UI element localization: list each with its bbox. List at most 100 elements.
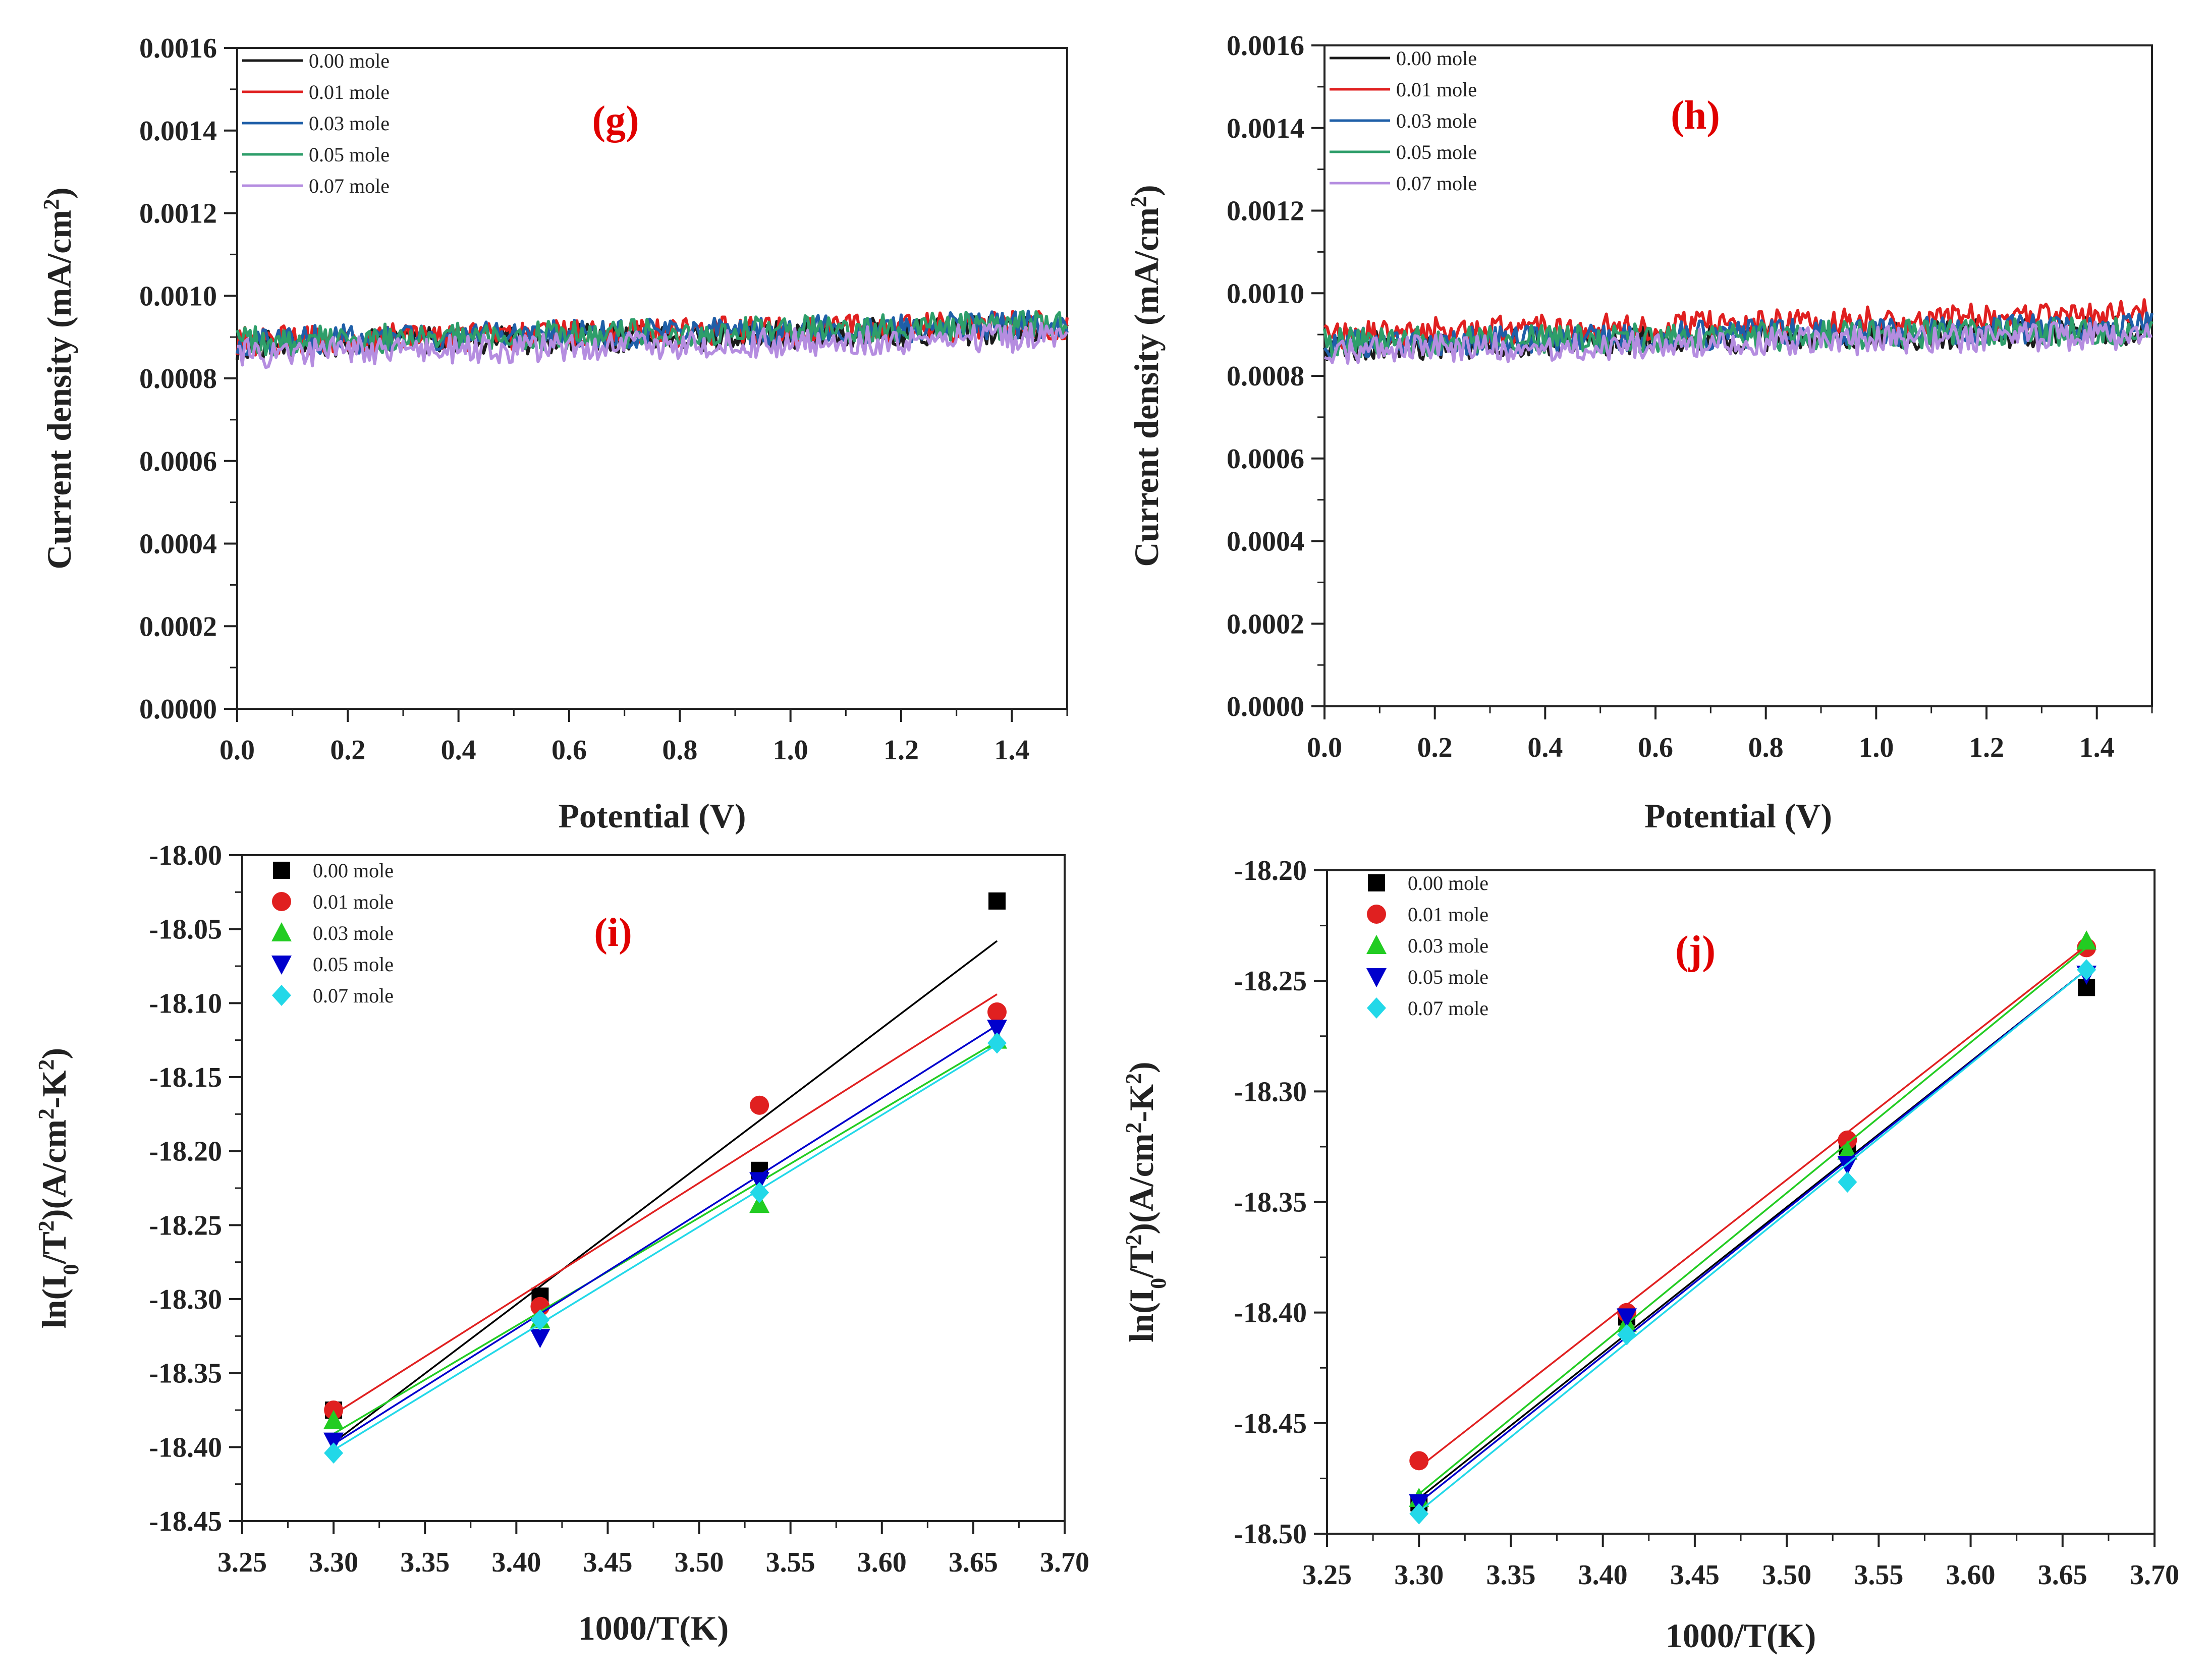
y-title-text: /T — [1122, 1246, 1161, 1278]
data-point — [530, 1329, 550, 1349]
x-tick-label: 0.0 — [219, 735, 255, 766]
y-title-text: -K — [35, 1070, 73, 1108]
x-tick-label: 0.0 — [1307, 732, 1342, 763]
y-tick-label: 0.0016 — [1227, 30, 1304, 62]
series-1 — [324, 993, 1007, 1420]
x-tick-label: 0.8 — [1748, 732, 1784, 763]
x-tick-label: 1.2 — [884, 735, 919, 766]
y-tick-label: 0.0006 — [139, 446, 217, 477]
x-axis: 0.0 0.2 0.4 0.6 0.8 1.0 1.2 1.4 — [219, 709, 1068, 766]
data-point — [749, 1194, 770, 1213]
y-tick-label: -18.45 — [1234, 1408, 1307, 1439]
x-axis-title: Potential (V) — [558, 797, 746, 835]
x-tick-label: 3.40 — [491, 1547, 541, 1578]
data-point — [750, 1095, 769, 1115]
legend-marker — [271, 922, 292, 941]
y-tick-label: 0.0002 — [1227, 608, 1304, 640]
y-tick-label: 0.0010 — [1227, 278, 1304, 309]
x-tick-label: 3.60 — [857, 1547, 907, 1578]
x-tick-label: 3.55 — [1854, 1559, 1903, 1591]
x-tick-label: 3.45 — [583, 1547, 632, 1578]
y-tick-label: -18.25 — [1234, 966, 1307, 997]
x-tick-label: 3.55 — [766, 1547, 815, 1578]
x-tick-label: 1.0 — [773, 735, 808, 766]
y-tick-label: -18.35 — [1234, 1187, 1307, 1218]
y-title-sub: 0 — [59, 1264, 83, 1275]
legend-label: 0.03 mole — [1396, 109, 1477, 132]
fit-line — [333, 1043, 998, 1451]
data-point — [1838, 1171, 1857, 1193]
x-tick-label: 0.4 — [441, 735, 476, 766]
y-tick-label: -18.40 — [1234, 1298, 1307, 1329]
x-tick-label: 0.6 — [1638, 732, 1673, 763]
data-point — [1617, 1324, 1637, 1346]
data-point — [323, 1432, 344, 1452]
y-tick-label: -18.10 — [149, 988, 222, 1019]
series-line-3 — [236, 310, 1068, 357]
legend-label: 0.00 mole — [309, 49, 390, 72]
legend: 0.00 mole 0.01 mole 0.03 mole 0.05 mole 0.07… — [242, 49, 390, 197]
legend-label: 0.00 mole — [313, 859, 394, 882]
legend: 0.00 mole 0.01 mole 0.03 mole 0.05 mole 0.07… — [271, 859, 394, 1007]
data-point — [986, 1020, 1007, 1039]
x-tick-label: 3.30 — [1394, 1559, 1444, 1591]
y-tick-label: -18.25 — [149, 1210, 222, 1241]
y-tick-label: 0.0012 — [139, 198, 217, 230]
y-tick-label: -18.30 — [149, 1284, 222, 1315]
y-title-sub: 0 — [1146, 1278, 1171, 1289]
y-tick-label: -18.05 — [149, 914, 222, 945]
data-point — [1837, 1140, 1858, 1160]
y-tick-label: 0.0004 — [139, 529, 217, 560]
y-axis: -18.45 -18.40 -18.35 -18.30 -18.25 -18.20 -18.… — [149, 840, 242, 1537]
x-tick-label: 0.2 — [1417, 732, 1453, 763]
x-tick-label: 3.30 — [309, 1547, 358, 1578]
legend-label: 0.05 mole — [1408, 966, 1488, 988]
legend-marker — [1366, 935, 1387, 954]
y-title-end: ) — [1122, 1061, 1161, 1073]
y-title-text: )(A/cm — [1122, 1134, 1161, 1235]
y-tick-label: 0.0012 — [1227, 196, 1304, 227]
series-group — [1409, 930, 2097, 1525]
x-tick-label: 3.70 — [1040, 1547, 1089, 1578]
fit-line — [333, 993, 998, 1416]
x-tick-label: 1.0 — [1858, 732, 1894, 763]
series-line-4 — [1323, 320, 2152, 365]
y-tick-label: 0.0000 — [1227, 691, 1304, 722]
y-title-end: ) — [1127, 185, 1166, 196]
x-axis: 3.25 3.30 3.35 3.40 3.45 3.50 3.55 3.60 3.65 3.70 — [217, 1521, 1089, 1578]
legend-label: 0.07 mole — [1396, 172, 1477, 195]
y-tick-label: 0.0008 — [1227, 361, 1304, 392]
fit-line — [1418, 944, 2087, 1468]
y-title-sup: 2 — [34, 1220, 59, 1231]
data-point — [1838, 1130, 1857, 1150]
legend-label: 0.03 mole — [1408, 934, 1488, 957]
x-tick-label: 3.65 — [949, 1547, 998, 1578]
series-line-4 — [237, 321, 1069, 369]
y-title-sup: 2 — [34, 1108, 59, 1119]
x-tick-label: 3.40 — [1578, 1559, 1628, 1591]
data-point — [987, 1002, 1007, 1022]
x-axis: 0.0 0.2 0.4 0.6 0.8 1.0 1.2 1.4 — [1307, 706, 2153, 763]
x-tick-label: 1.4 — [2079, 732, 2115, 763]
panel-label: (g) — [592, 98, 639, 143]
x-axis-title: 1000/T(K) — [1666, 1616, 1816, 1655]
legend-label: 0.07 mole — [313, 984, 394, 1007]
series-4 — [324, 1032, 1007, 1464]
x-tick-label: 3.25 — [217, 1547, 267, 1578]
data-point — [1617, 1308, 1637, 1328]
legend-label: 0.01 mole — [1408, 903, 1488, 926]
y-axis-title: ln(I0/T2)(A/cm2-K2) — [34, 1048, 83, 1328]
data-point — [324, 1442, 344, 1464]
x-axis-title: Potential (V) — [1644, 797, 1832, 835]
y-title-end: ) — [35, 1048, 73, 1059]
data-point — [323, 1410, 344, 1429]
x-tick-label: 3.25 — [1302, 1559, 1352, 1591]
fit-line — [333, 940, 998, 1443]
x-tick-label: 3.60 — [1946, 1559, 1996, 1591]
chart-layer: 0.0 0.2 0.4 0.6 0.8 1.0 1.2 1.40.00000.00020.00… — [34, 30, 2180, 1655]
y-tick-label: -18.35 — [149, 1358, 222, 1389]
legend-marker — [272, 892, 291, 911]
data-point — [749, 1172, 770, 1192]
y-title-sup: 2 — [1126, 196, 1151, 207]
